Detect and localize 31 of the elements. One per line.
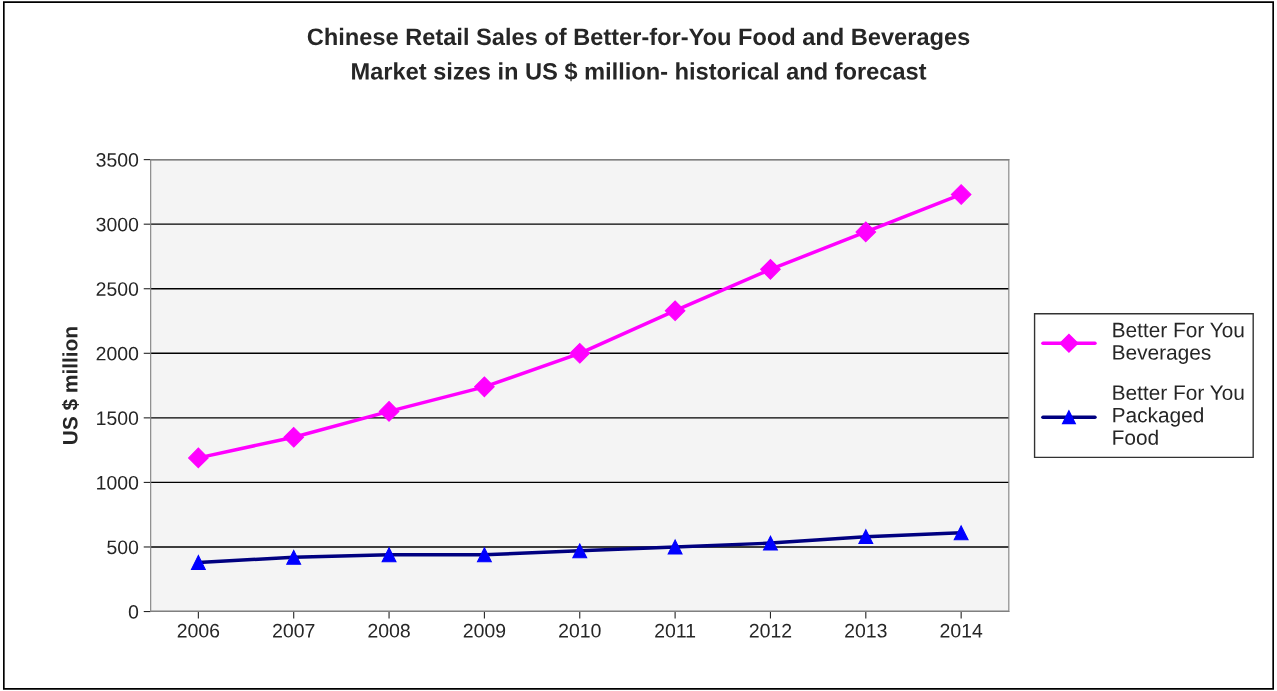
- point: [378, 401, 400, 422]
- x-tick-label: 2012: [749, 623, 792, 638]
- point: [569, 342, 591, 364]
- point: [283, 426, 305, 448]
- point: [760, 259, 781, 280]
- x-tick-label: 2007: [273, 623, 315, 638]
- y-tick-label: 3500: [96, 153, 139, 167]
- y-tick-label: 3000: [96, 217, 139, 232]
- point: [188, 447, 209, 469]
- point: [474, 376, 495, 398]
- x-tick-label: 2013: [845, 623, 887, 638]
- x-tick-label: 2009: [463, 623, 506, 638]
- point: [950, 184, 972, 205]
- x-tick-label: 2011: [655, 623, 696, 638]
- legend-label: Better For You Beverages: [1113, 322, 1244, 364]
- y-tick-label: 2500: [96, 282, 139, 296]
- chart-title: Chinese Retail Sales of Better-for-You Food and Beverages: [307, 27, 970, 50]
- point: [855, 221, 877, 243]
- x-tick-label: 2008: [368, 623, 410, 638]
- y-tick-label: 1500: [97, 411, 139, 426]
- y-tick-label: 0: [128, 605, 139, 619]
- x-tick-label: 2010: [559, 623, 601, 638]
- y-tick-label: 500: [107, 540, 139, 555]
- point: [664, 300, 686, 322]
- y-axis-title: US $ million: [61, 327, 79, 444]
- x-tick-label: 2014: [940, 623, 983, 638]
- chart-subtitle: Market sizes in US $ million- historical and forecast: [352, 61, 927, 82]
- legend-label: Better For You Packaged Food: [1113, 385, 1244, 445]
- x-tick-label: 2006: [177, 623, 220, 638]
- y-tick-label: 2000: [96, 346, 139, 361]
- y-tick-label: 1000: [97, 475, 139, 490]
